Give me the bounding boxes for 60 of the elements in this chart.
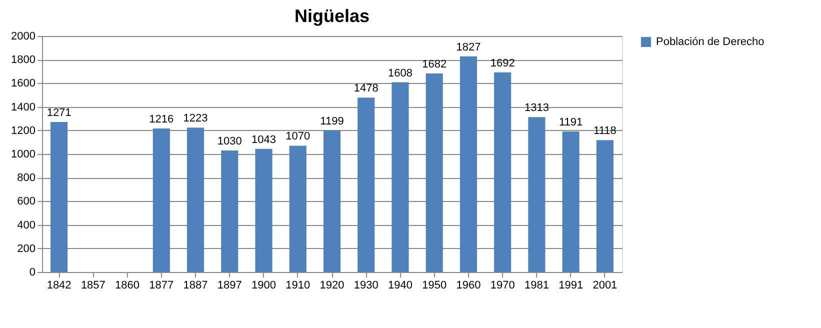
y-tick-label: 1000 [11, 148, 36, 160]
x-tick-label: 1970 [490, 280, 515, 292]
bar [187, 128, 204, 272]
x-tick-label: 1991 [558, 280, 584, 292]
y-tick-label: 1200 [11, 124, 36, 137]
y-tick-label: 0 [29, 266, 36, 278]
x-tick-label: 1910 [286, 280, 310, 292]
y-tick-label: 1400 [11, 101, 36, 114]
y-tick-label: 1800 [11, 54, 36, 66]
data-label: 1682 [422, 58, 447, 71]
data-label: 1043 [252, 134, 276, 146]
data-label: 1070 [286, 130, 310, 143]
bar [152, 128, 170, 272]
bar [528, 117, 546, 272]
legend-label: Población de Derecho [656, 36, 764, 48]
data-label: 1223 [183, 112, 208, 125]
data-label: 1608 [388, 67, 412, 80]
x-tick-label: 1857 [80, 280, 106, 292]
x-tick-label: 1897 [217, 280, 242, 292]
y-tick-label: 600 [17, 196, 36, 208]
x-tick-label: 1940 [388, 280, 412, 292]
y-tick-label: 1600 [11, 78, 36, 90]
chart-title: Nigüelas [294, 6, 370, 26]
data-label: 1827 [456, 41, 481, 54]
data-label: 1692 [490, 57, 515, 70]
x-tick-label: 1860 [115, 280, 140, 292]
x-tick-label: 1960 [456, 280, 481, 292]
bar [289, 146, 306, 272]
x-tick-label: 1930 [354, 280, 378, 292]
y-tick-label: 200 [17, 242, 36, 255]
data-label: 1271 [46, 107, 72, 120]
bar [426, 74, 443, 272]
y-tick-label: 800 [17, 172, 36, 184]
bar [221, 150, 238, 272]
x-tick-label: 1842 [46, 280, 72, 292]
data-label: 1030 [217, 135, 242, 148]
data-label: 1313 [524, 102, 549, 114]
x-tick-label: 1900 [252, 280, 276, 292]
x-tick-label: 1981 [524, 280, 549, 292]
bar [323, 130, 341, 272]
bar [596, 140, 614, 272]
x-tick-label: 1887 [183, 280, 208, 292]
bar [494, 72, 512, 272]
y-tick-label: 2000 [11, 30, 36, 42]
bar [50, 122, 68, 272]
data-label: 1478 [354, 82, 378, 95]
bar [392, 82, 409, 272]
data-label: 1216 [149, 114, 174, 126]
x-tick-label: 1877 [149, 280, 174, 292]
data-label: 1199 [320, 116, 344, 128]
data-label: 1191 [558, 116, 583, 128]
data-label: 1118 [594, 125, 616, 138]
bar [358, 98, 375, 272]
bar [255, 148, 272, 272]
bar [460, 56, 477, 272]
x-tick-label: 1920 [320, 280, 344, 292]
y-tick-label: 400 [17, 219, 36, 232]
x-tick-label: 2001 [592, 280, 618, 292]
x-tick-label: 1950 [422, 280, 447, 292]
bar [562, 131, 580, 272]
